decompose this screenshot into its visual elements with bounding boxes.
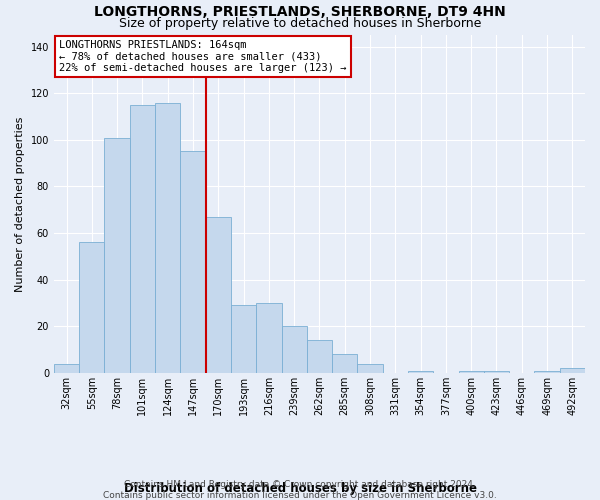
Bar: [560, 368, 585, 373]
Text: LONGTHORNS PRIESTLANDS: 164sqm
← 78% of detached houses are smaller (433)
22% of: LONGTHORNS PRIESTLANDS: 164sqm ← 78% of …: [59, 40, 347, 74]
Text: Distribution of detached houses by size in Sherborne: Distribution of detached houses by size …: [124, 482, 476, 495]
Bar: [458, 370, 484, 373]
Text: Contains HM Land Registry data © Crown copyright and database right 2024.
Contai: Contains HM Land Registry data © Crown c…: [103, 480, 497, 500]
Bar: [231, 306, 256, 373]
Bar: [307, 340, 332, 373]
Bar: [484, 370, 509, 373]
Bar: [54, 364, 79, 373]
Bar: [155, 102, 181, 373]
Text: LONGTHORNS, PRIESTLANDS, SHERBORNE, DT9 4HN: LONGTHORNS, PRIESTLANDS, SHERBORNE, DT9 …: [94, 5, 506, 19]
Bar: [358, 364, 383, 373]
Y-axis label: Number of detached properties: Number of detached properties: [15, 116, 25, 292]
Bar: [535, 370, 560, 373]
Bar: [206, 216, 231, 373]
Text: Size of property relative to detached houses in Sherborne: Size of property relative to detached ho…: [119, 18, 481, 30]
Bar: [256, 303, 281, 373]
Bar: [408, 370, 433, 373]
Bar: [79, 242, 104, 373]
Bar: [130, 105, 155, 373]
Bar: [281, 326, 307, 373]
Bar: [181, 152, 206, 373]
Bar: [332, 354, 358, 373]
Bar: [104, 138, 130, 373]
